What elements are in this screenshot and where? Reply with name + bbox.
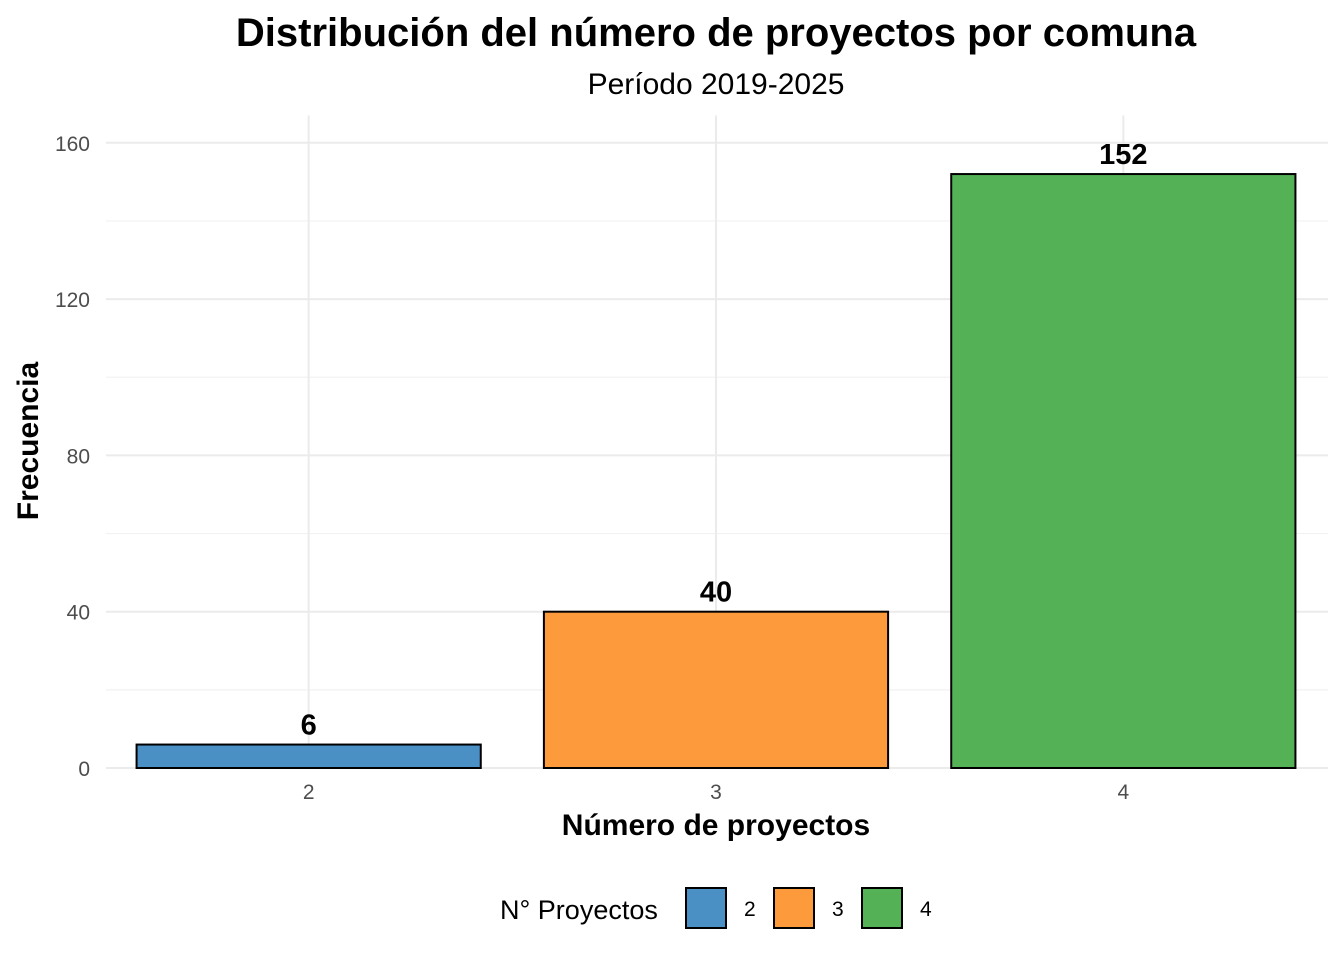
y-tick-label: 80 [67, 445, 90, 468]
data-labels: 6 40 152 [301, 139, 1148, 741]
data-label-3: 40 [700, 577, 732, 609]
bar-3 [542, 610, 890, 770]
bar-2 [135, 743, 482, 769]
y-axis-ticks: 0 40 80 120 160 [55, 133, 90, 781]
chart-subtitle: Período 2019-2025 [588, 68, 845, 101]
x-tick-label: 2 [303, 781, 315, 804]
legend: N° Proyectos 2 3 4 [500, 887, 932, 929]
legend-key-2 [685, 887, 727, 929]
legend-key-4 [861, 887, 903, 929]
x-tick-label: 3 [710, 781, 722, 804]
y-tick-label: 40 [67, 602, 90, 625]
bars [135, 173, 1297, 770]
data-label-4: 152 [1099, 139, 1147, 171]
legend-label-3: 3 [832, 898, 844, 921]
y-tick-label: 120 [55, 289, 90, 312]
y-tick-label: 0 [78, 758, 90, 781]
y-tick-label: 160 [55, 133, 90, 156]
bar-4 [950, 173, 1297, 769]
legend-label-2: 2 [744, 898, 756, 921]
x-axis-title: Número de proyectos [562, 809, 870, 842]
legend-title: N° Proyectos [500, 895, 658, 925]
chart-title: Distribución del número de proyectos por… [236, 11, 1197, 55]
legend-key-3 [773, 887, 815, 929]
data-label-2: 6 [301, 710, 317, 742]
x-axis-ticks: 2 3 4 [303, 781, 1130, 804]
x-tick-label: 4 [1117, 781, 1129, 804]
legend-label-4: 4 [920, 898, 932, 921]
y-axis-title: Frecuencia [12, 361, 45, 520]
